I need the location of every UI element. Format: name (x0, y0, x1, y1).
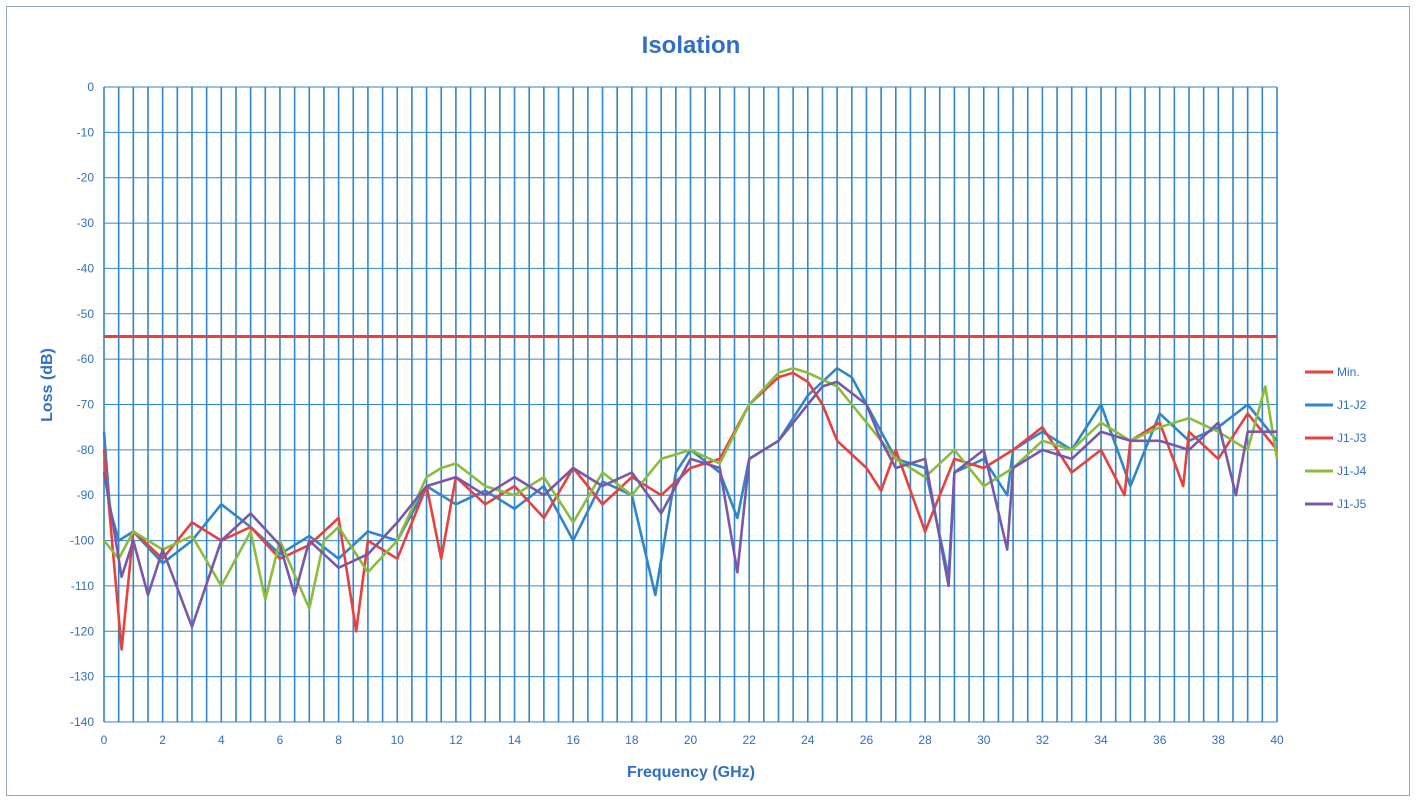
x-tick-label: 40 (1270, 733, 1284, 747)
x-tick-label: 6 (277, 733, 284, 747)
y-tick-label: -120 (70, 624, 94, 638)
x-tick-label: 16 (567, 733, 581, 747)
y-tick-label: -40 (77, 261, 95, 275)
x-tick-label: 32 (1036, 733, 1050, 747)
y-tick-label: -110 (71, 579, 94, 593)
y-tick-label: -140 (70, 715, 94, 729)
y-tick-label: -100 (70, 534, 94, 548)
legend-label-j1-j2: J1-J2 (1337, 398, 1367, 412)
x-tick-label: 18 (625, 733, 639, 747)
y-tick-label: -130 (70, 670, 94, 684)
x-tick-label: 0 (101, 733, 108, 747)
y-tick-label: -60 (77, 352, 95, 366)
legend-label-j1-j4: J1-J4 (1337, 464, 1367, 478)
x-tick-label: 10 (391, 733, 405, 747)
chart-title: Isolation (642, 32, 741, 59)
x-tick-label: 12 (449, 733, 463, 747)
series-line-j1-j4 (102, 366, 1279, 610)
x-tick-label: 24 (801, 733, 815, 747)
y-tick-label: -10 (77, 125, 95, 139)
legend: Min. J1-J2 J1-J3 J1-J4 J1-J5 (1305, 365, 1367, 511)
y-axis-title: Loss (dB) (39, 348, 56, 422)
x-tick-label: 28 (918, 733, 932, 747)
x-tick-label: 36 (1153, 733, 1167, 747)
x-axis-title: Frequency (GHz) (627, 764, 755, 781)
x-tick-label: 22 (742, 733, 756, 747)
x-tick-label: 30 (977, 733, 991, 747)
plot-area: 0 -10 -20 -30 -40 -50 -60 -70 -80 -90 -100 -110 -120… (70, 80, 1284, 747)
x-tick-label: 20 (684, 733, 698, 747)
series-line-j1-j5 (102, 380, 1277, 629)
x-tick-label: 26 (860, 733, 874, 747)
y-tick-label: 0 (87, 80, 94, 94)
x-tick-label: 14 (508, 733, 522, 747)
x-tick-label: 8 (335, 733, 342, 747)
y-tick-label: -80 (77, 443, 95, 457)
legend-label-j1-j3: J1-J3 (1337, 431, 1367, 445)
y-tick-label: -20 (77, 171, 95, 185)
y-tick-label: -90 (77, 488, 95, 502)
y-tick-label: -70 (77, 398, 95, 412)
y-tick-label: -50 (77, 307, 95, 321)
chart-frame: Isolation 0 -10 -20 -30 -40 -50 -60 -70 -80 -90 -1… (6, 6, 1410, 796)
x-tick-label: 38 (1212, 733, 1226, 747)
chart: Isolation 0 -10 -20 -30 -40 -50 -60 -70 -80 -90 -1… (39, 32, 1367, 781)
legend-label-min: Min. (1337, 365, 1360, 379)
x-tick-label: 34 (1094, 733, 1108, 747)
x-tick-label: 2 (159, 733, 166, 747)
y-tick-label: -30 (77, 216, 95, 230)
legend-label-j1-j5: J1-J5 (1337, 497, 1367, 511)
x-tick-label: 4 (218, 733, 225, 747)
